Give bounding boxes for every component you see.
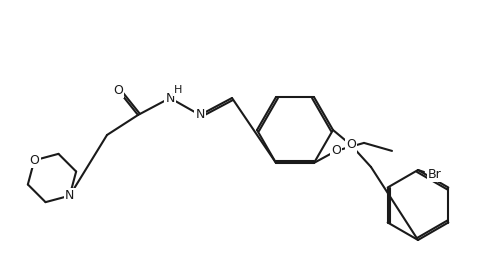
- Text: O: O: [346, 138, 356, 151]
- Text: N: N: [196, 108, 205, 121]
- Text: N: N: [165, 92, 175, 105]
- Text: O: O: [331, 144, 341, 157]
- Text: O: O: [113, 83, 123, 96]
- Text: Br: Br: [428, 167, 442, 180]
- Text: O: O: [29, 154, 39, 167]
- Text: H: H: [174, 85, 182, 95]
- Text: N: N: [65, 189, 75, 202]
